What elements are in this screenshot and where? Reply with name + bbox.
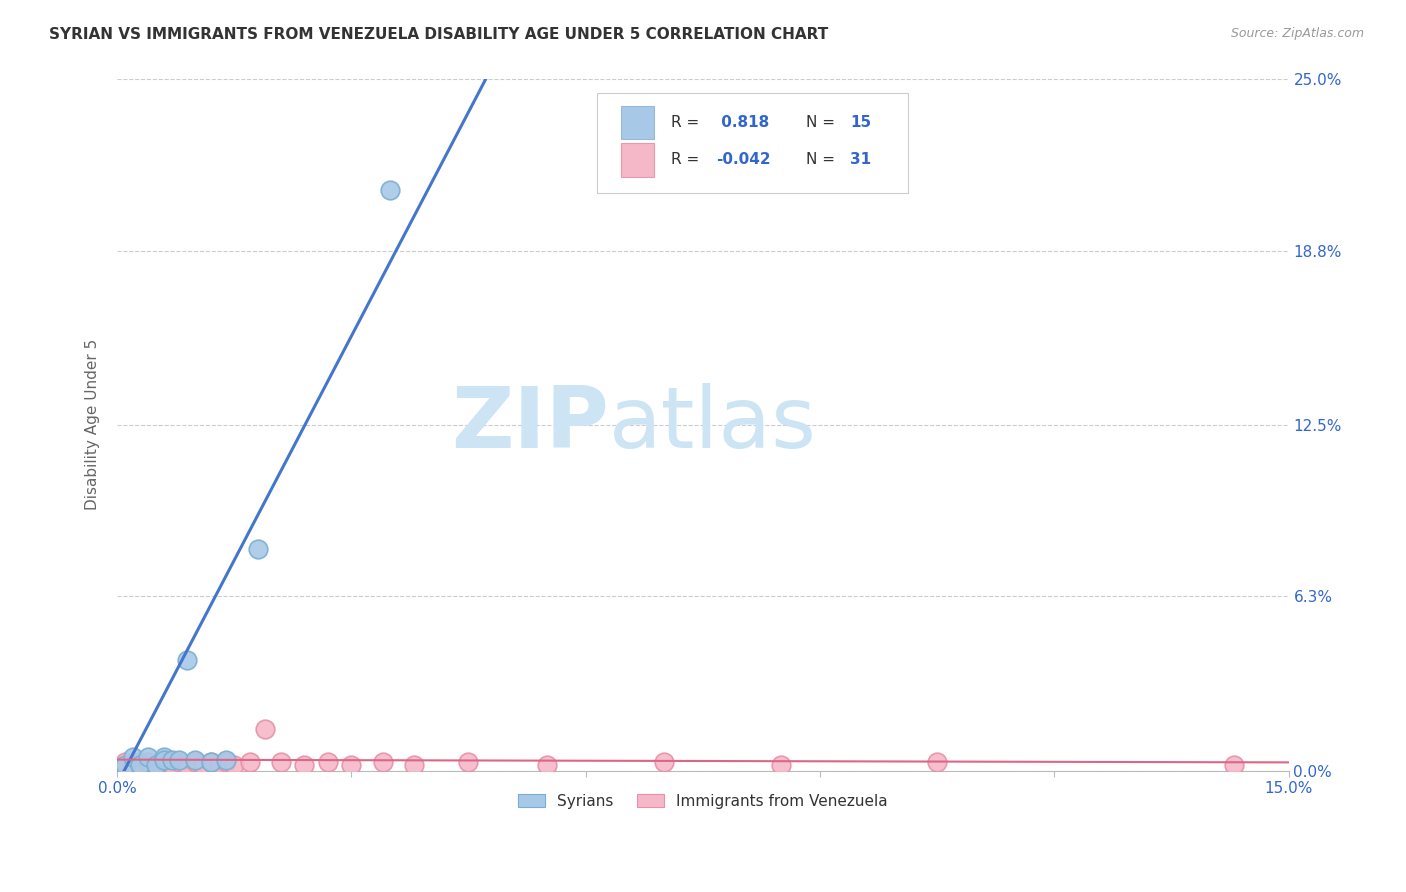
Text: N =: N = [806, 153, 839, 168]
Point [145, 758, 167, 772]
Point [769, 758, 792, 772]
Text: Source: ZipAtlas.com: Source: ZipAtlas.com [1230, 27, 1364, 40]
Point [136, 749, 159, 764]
Text: ZIP: ZIP [451, 384, 609, 467]
Point [176, 758, 198, 772]
Point [239, 756, 262, 770]
Point [176, 653, 198, 667]
FancyBboxPatch shape [621, 144, 654, 177]
Point [457, 756, 479, 770]
Point [169, 756, 191, 770]
Point [121, 758, 143, 772]
Point [121, 749, 143, 764]
Point [145, 758, 167, 772]
Point [129, 758, 152, 772]
Text: SYRIAN VS IMMIGRANTS FROM VENEZUELA DISABILITY AGE UNDER 5 CORRELATION CHART: SYRIAN VS IMMIGRANTS FROM VENEZUELA DISA… [49, 27, 828, 42]
Point [200, 756, 222, 770]
Point [270, 756, 292, 770]
Point [129, 758, 152, 772]
Point [371, 756, 394, 770]
Point [184, 756, 207, 770]
Point [402, 758, 425, 772]
Point [925, 756, 948, 770]
Point [207, 758, 229, 772]
Text: N =: N = [806, 115, 839, 130]
Point [294, 758, 316, 772]
Point [129, 756, 152, 770]
FancyBboxPatch shape [621, 106, 654, 139]
Point [215, 753, 238, 767]
Text: R =: R = [671, 153, 704, 168]
Point [246, 542, 269, 557]
Text: 31: 31 [851, 153, 872, 168]
Point [215, 756, 238, 770]
Point [160, 758, 183, 772]
Text: -0.042: -0.042 [716, 153, 770, 168]
Point [1223, 758, 1246, 772]
Point [114, 758, 136, 772]
Text: R =: R = [671, 115, 704, 130]
Point [136, 756, 159, 770]
Point [380, 183, 402, 197]
Point [340, 758, 363, 772]
Point [153, 753, 176, 767]
Point [652, 756, 675, 770]
Point [536, 758, 558, 772]
Point [316, 756, 339, 770]
Point [169, 753, 191, 767]
Point [254, 722, 277, 736]
Point [114, 758, 136, 772]
Point [114, 756, 136, 770]
Point [153, 756, 176, 770]
FancyBboxPatch shape [598, 93, 908, 193]
Point [184, 753, 207, 767]
Text: 0.818: 0.818 [716, 115, 769, 130]
Point [191, 758, 214, 772]
Point [160, 753, 183, 767]
Point [224, 758, 246, 772]
Y-axis label: Disability Age Under 5: Disability Age Under 5 [86, 339, 100, 510]
Point [153, 749, 176, 764]
Legend: Syrians, Immigrants from Venezuela: Syrians, Immigrants from Venezuela [512, 788, 894, 815]
Point [200, 756, 222, 770]
Text: 15: 15 [851, 115, 872, 130]
Text: atlas: atlas [609, 384, 817, 467]
